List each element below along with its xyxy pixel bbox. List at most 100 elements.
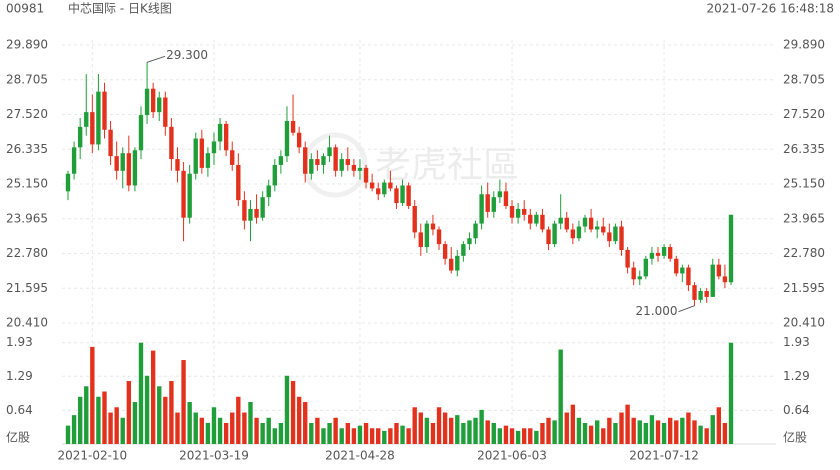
candle-body: [540, 214, 545, 230]
candle-body: [321, 156, 326, 165]
volume-bar: [278, 423, 284, 444]
volume-bar: [96, 396, 101, 444]
candle-body: [534, 214, 539, 224]
candle-body: [138, 115, 144, 151]
candle-body: [84, 112, 89, 127]
candle-body: [290, 120, 296, 133]
candle-body: [491, 197, 496, 212]
volume-bar: [601, 428, 606, 444]
volume-bar: [150, 350, 156, 444]
volume-bar: [230, 412, 235, 444]
stock-code: 00981: [6, 2, 44, 16]
volume-bar: [351, 428, 357, 444]
candle-body: [120, 153, 125, 171]
volume-bar: [570, 404, 576, 444]
volume-tick-label: 0.64: [6, 403, 33, 417]
volume-bar: [637, 420, 642, 444]
candle-body: [333, 147, 338, 171]
x-tick-label: 2021-02-10: [57, 449, 127, 463]
volume-bar: [558, 349, 563, 444]
candle-body: [71, 147, 77, 174]
y-tick-label: 27.520: [783, 107, 825, 121]
volume-bar: [223, 423, 229, 444]
volume-bar: [163, 396, 168, 444]
volume-bar: [479, 409, 484, 444]
candle-body: [515, 208, 521, 218]
volume-bar: [315, 417, 320, 444]
volume-unit: 亿股: [6, 430, 30, 445]
annotation-label: 21.000: [636, 304, 678, 318]
volume-bar: [430, 423, 436, 444]
volume-bar: [455, 415, 460, 444]
candle-body: [90, 112, 95, 145]
y-tick-label: 27.520: [6, 107, 48, 121]
candle-body: [619, 226, 624, 250]
watermark: 老虎社區: [375, 145, 519, 186]
x-tick-label: 2021-06-03: [477, 449, 547, 463]
candle-body: [199, 138, 205, 168]
candle-body: [467, 238, 472, 245]
volume-bar: [84, 386, 89, 444]
volume-bar: [345, 423, 350, 444]
candle-body: [728, 214, 734, 283]
volume-bar: [509, 428, 515, 444]
candle-body: [193, 138, 198, 174]
candle-body: [132, 150, 138, 186]
candle-body: [613, 226, 618, 242]
candle-body: [643, 258, 649, 277]
candle-body: [692, 285, 697, 300]
candle-body: [522, 208, 527, 215]
candle-body: [564, 217, 569, 230]
candle-body: [376, 188, 381, 195]
candle-body: [558, 217, 563, 224]
candle-body: [722, 276, 728, 283]
y-tick-label: 28.705: [783, 72, 825, 86]
volume-bar: [540, 423, 545, 444]
volume-bar: [710, 415, 715, 444]
y-tick-label: 26.335: [783, 142, 825, 156]
volume-bar: [418, 412, 423, 444]
candle-body: [418, 232, 423, 248]
candle-body: [449, 258, 454, 271]
volume-bar: [497, 428, 503, 444]
volume-bar: [90, 346, 95, 444]
candle-body: [382, 182, 387, 195]
candle-body: [114, 156, 119, 171]
candle-body: [309, 159, 314, 174]
volume-tick-label: 1.93: [783, 335, 810, 349]
y-tick-label: 22.780: [783, 246, 825, 260]
candle-body: [424, 223, 430, 248]
candle-body: [400, 185, 405, 204]
volume-bar: [217, 417, 223, 444]
candle-body: [637, 276, 642, 280]
volume-bar: [211, 407, 217, 444]
candle-body: [254, 208, 259, 218]
candle-body: [473, 223, 478, 239]
volume-bar: [680, 417, 685, 444]
candle-body: [655, 252, 661, 256]
volume-bar: [515, 430, 521, 444]
volume-bar: [303, 402, 308, 444]
y-tick-label: 20.410: [6, 316, 48, 330]
x-tick-label: 2021-07-12: [629, 449, 699, 463]
candle-body: [503, 191, 509, 206]
volume-bar: [114, 407, 119, 444]
volume-bar: [309, 423, 314, 444]
volume-bar: [588, 425, 594, 444]
volume-bar: [132, 402, 138, 444]
volume-bar: [546, 417, 551, 444]
volume-bar: [522, 428, 527, 444]
candle-body: [369, 182, 375, 189]
y-tick-label: 26.335: [6, 142, 48, 156]
volume-bar: [674, 420, 679, 444]
candle-body: [455, 255, 460, 271]
candle-body: [278, 156, 284, 165]
annotation-line: [146, 55, 166, 63]
candle-body: [485, 194, 490, 212]
volume-bar: [461, 423, 466, 444]
volume-bar: [296, 396, 302, 444]
volume-bar: [242, 412, 247, 444]
candle-body: [436, 229, 442, 245]
candle-body: [327, 147, 332, 157]
volume-bar: [260, 423, 265, 444]
